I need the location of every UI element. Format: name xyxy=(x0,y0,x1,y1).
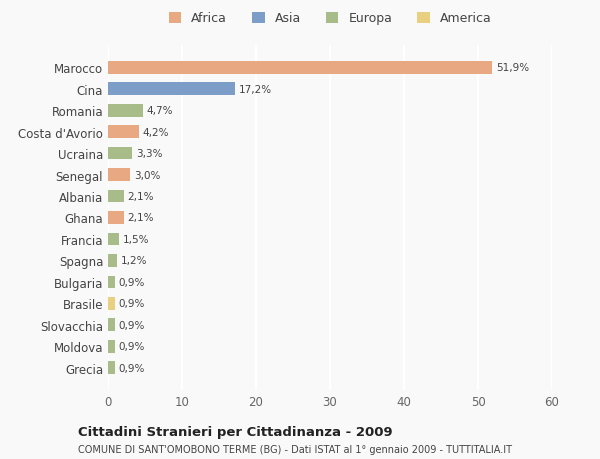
Text: 51,9%: 51,9% xyxy=(496,63,529,73)
Bar xyxy=(108,319,115,332)
Text: 4,2%: 4,2% xyxy=(143,127,169,137)
Bar xyxy=(108,104,143,118)
Text: 2,1%: 2,1% xyxy=(127,191,154,202)
Bar xyxy=(108,83,235,96)
Text: 17,2%: 17,2% xyxy=(239,84,272,95)
Bar xyxy=(108,62,492,74)
Text: 3,3%: 3,3% xyxy=(136,149,163,159)
Text: 4,7%: 4,7% xyxy=(146,106,173,116)
Text: 2,1%: 2,1% xyxy=(127,213,154,223)
Bar xyxy=(108,190,124,203)
Bar xyxy=(108,254,117,267)
Text: 3,0%: 3,0% xyxy=(134,170,160,180)
Text: 0,9%: 0,9% xyxy=(118,299,145,309)
Bar xyxy=(108,276,115,289)
Bar xyxy=(108,362,115,375)
Text: 0,9%: 0,9% xyxy=(118,363,145,373)
Legend: Africa, Asia, Europa, America: Africa, Asia, Europa, America xyxy=(164,7,496,30)
Bar xyxy=(108,233,119,246)
Bar xyxy=(108,212,124,224)
Text: 0,9%: 0,9% xyxy=(118,341,145,352)
Text: 0,9%: 0,9% xyxy=(118,320,145,330)
Text: COMUNE DI SANT'OMOBONO TERME (BG) - Dati ISTAT al 1° gennaio 2009 - TUTTITALIA.I: COMUNE DI SANT'OMOBONO TERME (BG) - Dati… xyxy=(78,444,512,454)
Bar xyxy=(108,126,139,139)
Bar xyxy=(108,297,115,310)
Bar xyxy=(108,340,115,353)
Bar xyxy=(108,169,130,182)
Text: 1,5%: 1,5% xyxy=(123,235,149,245)
Bar xyxy=(108,147,133,160)
Text: 0,9%: 0,9% xyxy=(118,277,145,287)
Text: 1,2%: 1,2% xyxy=(121,256,147,266)
Text: Cittadini Stranieri per Cittadinanza - 2009: Cittadini Stranieri per Cittadinanza - 2… xyxy=(78,425,392,438)
